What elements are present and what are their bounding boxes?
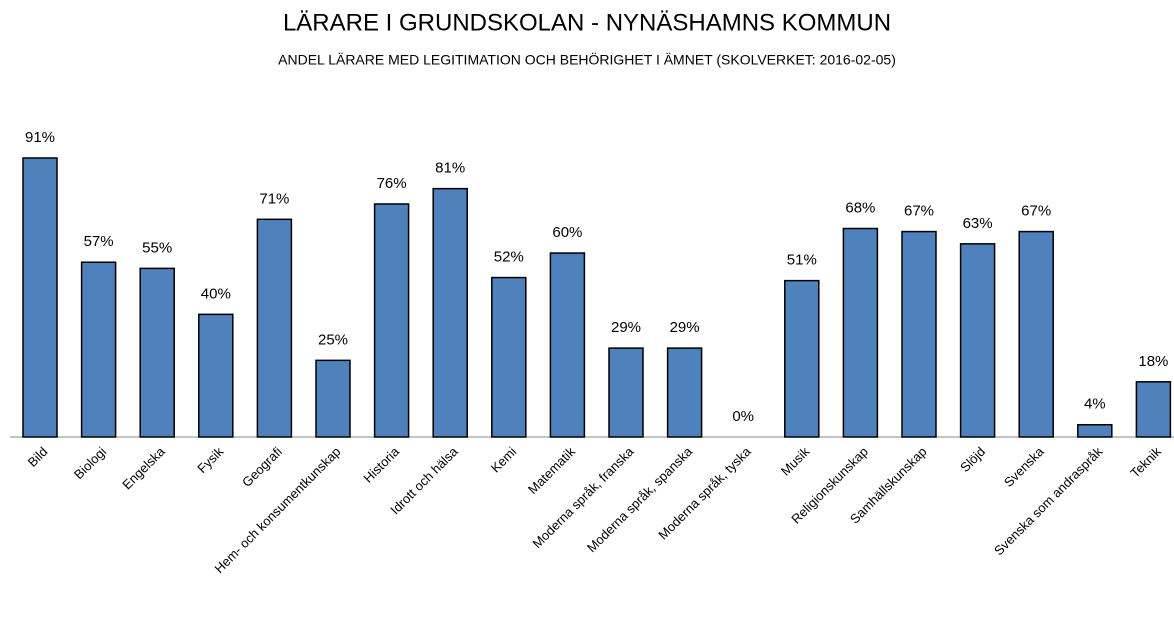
- x-tick-label: Teknik: [1127, 444, 1164, 481]
- bar: [256, 218, 293, 438]
- data-label: 67%: [1021, 203, 1051, 220]
- x-tick-label: Slöjd: [957, 444, 988, 475]
- bar: [784, 279, 820, 438]
- data-label: 60%: [552, 224, 582, 241]
- x-tick-label: Svenska: [1001, 443, 1047, 489]
- x-tick-label: Engelska: [119, 443, 168, 492]
- data-label: 81%: [435, 160, 465, 177]
- bar: [1135, 381, 1172, 438]
- bar: [432, 187, 468, 438]
- bar: [1077, 423, 1113, 438]
- bar: [22, 157, 58, 438]
- x-tick-label: Biologi: [71, 444, 109, 482]
- x-tick-label: Kemi: [488, 444, 520, 476]
- bar: [80, 261, 117, 438]
- data-label: 52%: [494, 249, 524, 266]
- x-tick-label: Moderna språk, franska: [529, 443, 637, 551]
- data-label: 0%: [732, 408, 754, 425]
- x-tick-label: Matematik: [525, 444, 578, 497]
- chart-subtitle: ANDEL LÄRARE MED LEGITIMATION OCH BEHÖRI…: [278, 51, 896, 68]
- data-label: 51%: [787, 252, 817, 269]
- data-label: 55%: [142, 239, 172, 256]
- data-label: 57%: [84, 233, 114, 250]
- bar: [198, 313, 234, 438]
- bar: [608, 347, 644, 438]
- data-label: 40%: [201, 285, 231, 302]
- data-label: 71%: [259, 190, 289, 207]
- data-label: 76%: [377, 175, 407, 192]
- bar: [901, 230, 937, 438]
- chart-title: LÄRARE I GRUNDSKOLAN - NYNÄSHAMNS KOMMUN: [283, 9, 891, 36]
- bar: [373, 203, 410, 438]
- data-label: 29%: [670, 319, 700, 336]
- data-label: 18%: [1138, 353, 1168, 370]
- data-label: 68%: [845, 199, 875, 216]
- bar: [666, 347, 703, 438]
- bar: [959, 243, 996, 438]
- bar: [491, 276, 527, 438]
- data-label: 67%: [904, 203, 934, 220]
- x-tick-label: Bild: [25, 444, 51, 470]
- data-label: 29%: [611, 319, 641, 336]
- bar: [842, 227, 879, 438]
- x-tick-label: Fysik: [194, 444, 226, 476]
- x-tick-label: Musik: [778, 444, 813, 479]
- bar: [139, 267, 175, 438]
- data-label: 63%: [963, 215, 993, 232]
- x-tick-label: Moderna språk, spanska: [584, 443, 696, 555]
- data-label: 91%: [25, 129, 55, 146]
- bar: [1018, 230, 1054, 438]
- x-tick-label: Historia: [360, 443, 402, 485]
- x-tick-label: Hem- och konsumentkunskap: [211, 444, 343, 576]
- data-label: 4%: [1084, 396, 1106, 413]
- x-tick-label: Geografi: [239, 444, 285, 490]
- x-tick-label: Svenska som andraspråk: [991, 444, 1106, 559]
- bar: [549, 252, 586, 438]
- data-label: 25%: [318, 331, 348, 348]
- bar: [315, 359, 351, 438]
